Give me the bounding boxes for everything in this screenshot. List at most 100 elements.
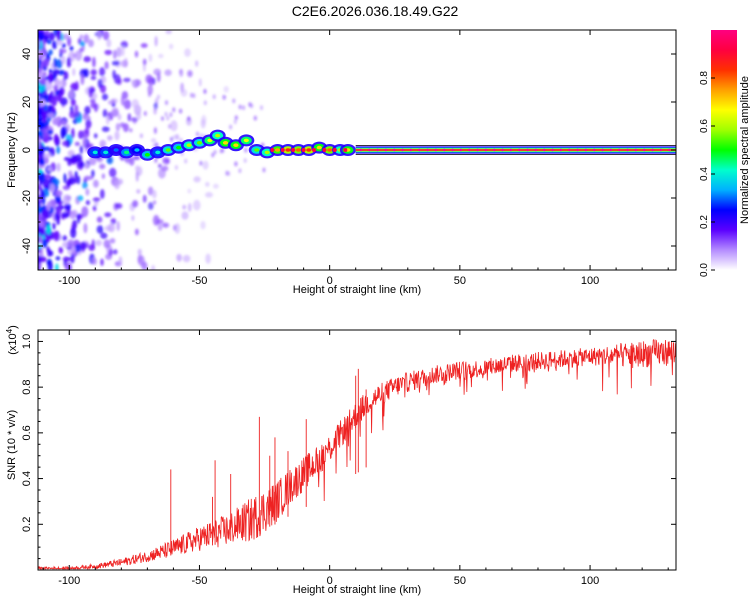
noise-speckle [103, 30, 110, 41]
signal-blob-core [165, 148, 171, 152]
signal-line-dot [618, 148, 621, 152]
noise-speckle [70, 127, 75, 139]
signal-line-dot [501, 148, 504, 152]
noise-speckle [64, 262, 72, 270]
noise-speckle [45, 232, 51, 243]
noise-speckle [151, 264, 156, 270]
noise-speckle [104, 212, 112, 218]
noise-speckle [250, 103, 254, 109]
noise-speckle [52, 40, 57, 50]
signal-blob-core [186, 143, 192, 147]
noise-speckle [195, 60, 199, 67]
noise-speckle [61, 43, 66, 49]
noise-speckle [161, 116, 164, 121]
noise-speckle [99, 139, 107, 148]
y-tick-label: -40 [21, 238, 33, 254]
noise-speckle [112, 69, 116, 79]
signal-line-dot [359, 148, 363, 152]
noise-speckle [84, 106, 91, 115]
noise-speckle [115, 123, 121, 132]
noise-speckle [70, 98, 76, 106]
noise-speckle [69, 211, 77, 220]
noise-speckle [55, 206, 62, 216]
noise-speckle [85, 200, 90, 206]
noise-speckle [162, 157, 166, 163]
noise-speckle [57, 69, 66, 76]
signal-dot [322, 148, 327, 152]
noise-speckle [69, 110, 76, 119]
noise-speckle [96, 225, 104, 234]
noise-speckle [203, 89, 207, 94]
noise-speckle [38, 235, 43, 244]
noise-speckle [77, 195, 84, 202]
noise-speckle [120, 41, 128, 48]
noise-speckle [99, 189, 105, 199]
noise-speckle [117, 178, 123, 185]
noise-speckle [81, 206, 89, 218]
noise-speckle [170, 136, 174, 142]
noise-speckle [38, 199, 41, 209]
signal-line-dot [551, 148, 554, 152]
noise-speckle [63, 71, 69, 80]
x-tick-label: -100 [58, 275, 80, 287]
signal-dot [332, 148, 337, 152]
signal-line-dot [368, 148, 371, 152]
y-tick-label: 0.6 [21, 425, 33, 440]
snr-panel: -100 -50 0 50 100 0.2 0.4 0.6 0.8 1.0 Height of … [5, 325, 677, 596]
noise-speckle [55, 190, 63, 197]
noise-speckle [135, 171, 139, 182]
noise-speckle [187, 116, 191, 121]
noise-speckle [44, 174, 52, 179]
noise-speckle [48, 32, 55, 41]
noise-speckle [198, 78, 202, 87]
noise-speckle [70, 82, 78, 91]
noise-speckle [41, 84, 47, 91]
signal-line-dot [434, 148, 438, 152]
noise-speckle [63, 173, 67, 184]
noise-speckle [234, 115, 238, 121]
noise-speckle [152, 189, 157, 199]
noise-speckle [262, 167, 266, 173]
snr-plot-area [38, 330, 676, 570]
colorbar-ticks: 0.0 0.2 0.4 0.6 0.8 [699, 71, 715, 277]
signal-line-dot [409, 148, 413, 152]
noise-speckle [41, 172, 46, 183]
x-tick-label: 100 [581, 575, 599, 587]
signal-blob-core [113, 148, 119, 152]
signal-blob-core [243, 138, 249, 143]
noise-speckle [57, 92, 63, 102]
noise-speckle [79, 40, 86, 47]
y-tick-label: 1.0 [21, 334, 33, 349]
noise-speckle [114, 130, 120, 141]
noise-speckle [238, 168, 242, 174]
noise-speckle [179, 137, 183, 143]
noise-speckle [131, 215, 135, 221]
noise-speckle [169, 112, 173, 118]
noise-speckle [123, 77, 131, 83]
noise-speckle [201, 114, 207, 125]
noise-speckle [42, 209, 50, 219]
signal-line-dot [443, 148, 446, 152]
noise-speckle [100, 258, 104, 266]
noise-speckle [47, 129, 53, 135]
noise-speckle [211, 152, 215, 158]
x-tick-label: 0 [327, 275, 333, 287]
snr-series [38, 339, 676, 570]
signal-line-dot [559, 148, 563, 152]
noise-speckle [79, 145, 84, 154]
noise-speckle [60, 126, 68, 137]
signal-line-dot [468, 148, 471, 152]
noise-speckle [137, 248, 142, 256]
noise-speckle [205, 253, 211, 264]
noise-speckle [223, 86, 229, 93]
noise-speckle [48, 104, 52, 111]
noise-speckle [203, 100, 207, 106]
noise-speckle [168, 124, 172, 129]
signal-blob-core [103, 150, 109, 155]
spectrogram-x-axis-label: Height of straight line (km) [293, 284, 421, 296]
noise-speckle [100, 232, 108, 239]
signal-line-dot [568, 148, 571, 152]
snr-ticks [38, 330, 676, 570]
signal-dot [312, 148, 317, 152]
noise-speckle [94, 103, 98, 113]
